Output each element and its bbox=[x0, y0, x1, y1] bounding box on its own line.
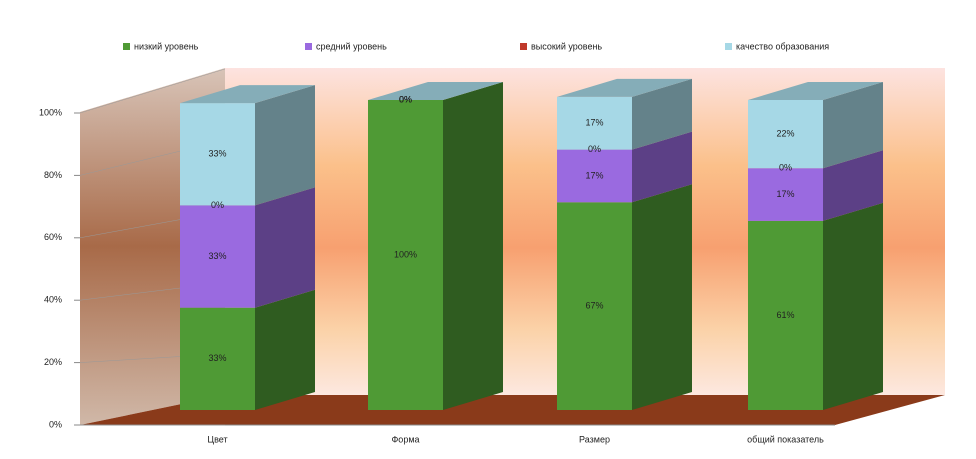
x-tick-label: Цвет bbox=[207, 434, 227, 444]
bar-segment bbox=[180, 103, 255, 206]
y-tick-label: 60% bbox=[44, 232, 62, 242]
bar-segment bbox=[368, 100, 443, 410]
legend-label: низкий уровень bbox=[134, 41, 199, 51]
legend-swatch bbox=[123, 43, 130, 50]
bar-segment bbox=[557, 96, 632, 150]
bar-segment bbox=[748, 168, 823, 221]
bar-segment bbox=[748, 100, 823, 169]
data-label: 61% bbox=[776, 310, 794, 320]
bar-top bbox=[368, 82, 503, 100]
bar-side bbox=[255, 85, 315, 206]
data-label: 0% bbox=[399, 94, 412, 104]
data-label: 17% bbox=[585, 170, 603, 180]
bar-top bbox=[557, 78, 692, 97]
legend-swatch bbox=[305, 43, 312, 50]
y-tick-label: 100% bbox=[39, 107, 62, 117]
data-label: 67% bbox=[585, 301, 603, 311]
data-label: 0% bbox=[399, 94, 412, 104]
data-label: 0% bbox=[399, 94, 412, 104]
x-tick-label: Размер bbox=[579, 434, 610, 444]
grid-line bbox=[79, 68, 226, 114]
data-label: 33% bbox=[208, 251, 226, 261]
data-label: 17% bbox=[776, 189, 794, 199]
y-tick-label: 80% bbox=[44, 170, 62, 180]
bar-side bbox=[823, 82, 883, 169]
x-tick-label: Форма bbox=[391, 434, 419, 444]
x-tick-label: общий показатель bbox=[747, 434, 824, 444]
y-tick-label: 40% bbox=[44, 295, 62, 305]
bar-side bbox=[823, 150, 883, 221]
bar-top bbox=[748, 82, 883, 100]
bar-side bbox=[255, 289, 315, 410]
floor bbox=[80, 395, 945, 425]
bar-side bbox=[632, 78, 692, 150]
bar-top bbox=[180, 85, 315, 104]
data-label: 0% bbox=[211, 200, 224, 210]
bar-side bbox=[443, 82, 503, 410]
bar-side bbox=[632, 184, 692, 410]
y-tick-label: 20% bbox=[44, 357, 62, 367]
y-tick-label: 0% bbox=[49, 419, 62, 429]
bar-segment bbox=[557, 149, 632, 203]
bar-side bbox=[255, 187, 315, 308]
legend-swatch bbox=[520, 43, 527, 50]
data-label: 33% bbox=[208, 149, 226, 159]
data-label: 17% bbox=[585, 118, 603, 128]
bar-side bbox=[632, 131, 692, 203]
bar-segment bbox=[180, 205, 255, 308]
bar-segment bbox=[180, 307, 255, 410]
data-label: 22% bbox=[776, 128, 794, 138]
data-label: 33% bbox=[208, 353, 226, 363]
data-label: 0% bbox=[588, 144, 601, 154]
bar-side bbox=[823, 202, 883, 410]
legend-label: средний уровень bbox=[316, 41, 387, 51]
legend-swatch bbox=[725, 43, 732, 50]
data-label: 100% bbox=[394, 249, 417, 259]
bar-segment bbox=[748, 220, 823, 410]
data-label: 0% bbox=[779, 163, 792, 173]
legend-label: качество образования bbox=[736, 41, 829, 51]
legend-label: высокий уровень bbox=[531, 41, 602, 51]
bar-segment bbox=[557, 202, 632, 410]
